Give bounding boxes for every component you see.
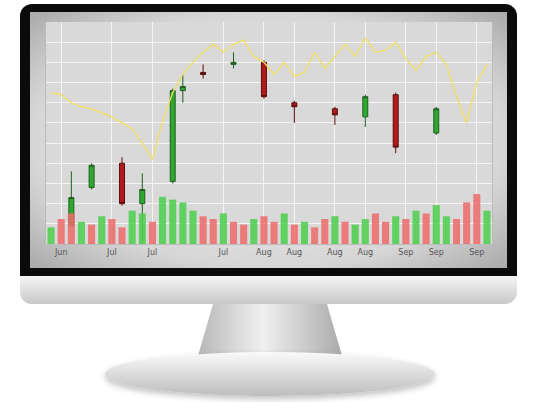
svg-text:Sep: Sep	[429, 248, 444, 257]
svg-text:Sep: Sep	[469, 248, 484, 257]
svg-text:Sep: Sep	[398, 248, 413, 257]
svg-text:Aug: Aug	[357, 248, 373, 257]
svg-text:Jul: Jul	[147, 248, 158, 257]
svg-text:Aug: Aug	[327, 248, 343, 257]
svg-text:Jun: Jun	[54, 248, 67, 257]
svg-text:Jul: Jul	[106, 248, 117, 257]
svg-text:Aug: Aug	[287, 248, 303, 257]
svg-text:Aug: Aug	[256, 248, 272, 257]
svg-text:Jul: Jul	[218, 248, 229, 257]
